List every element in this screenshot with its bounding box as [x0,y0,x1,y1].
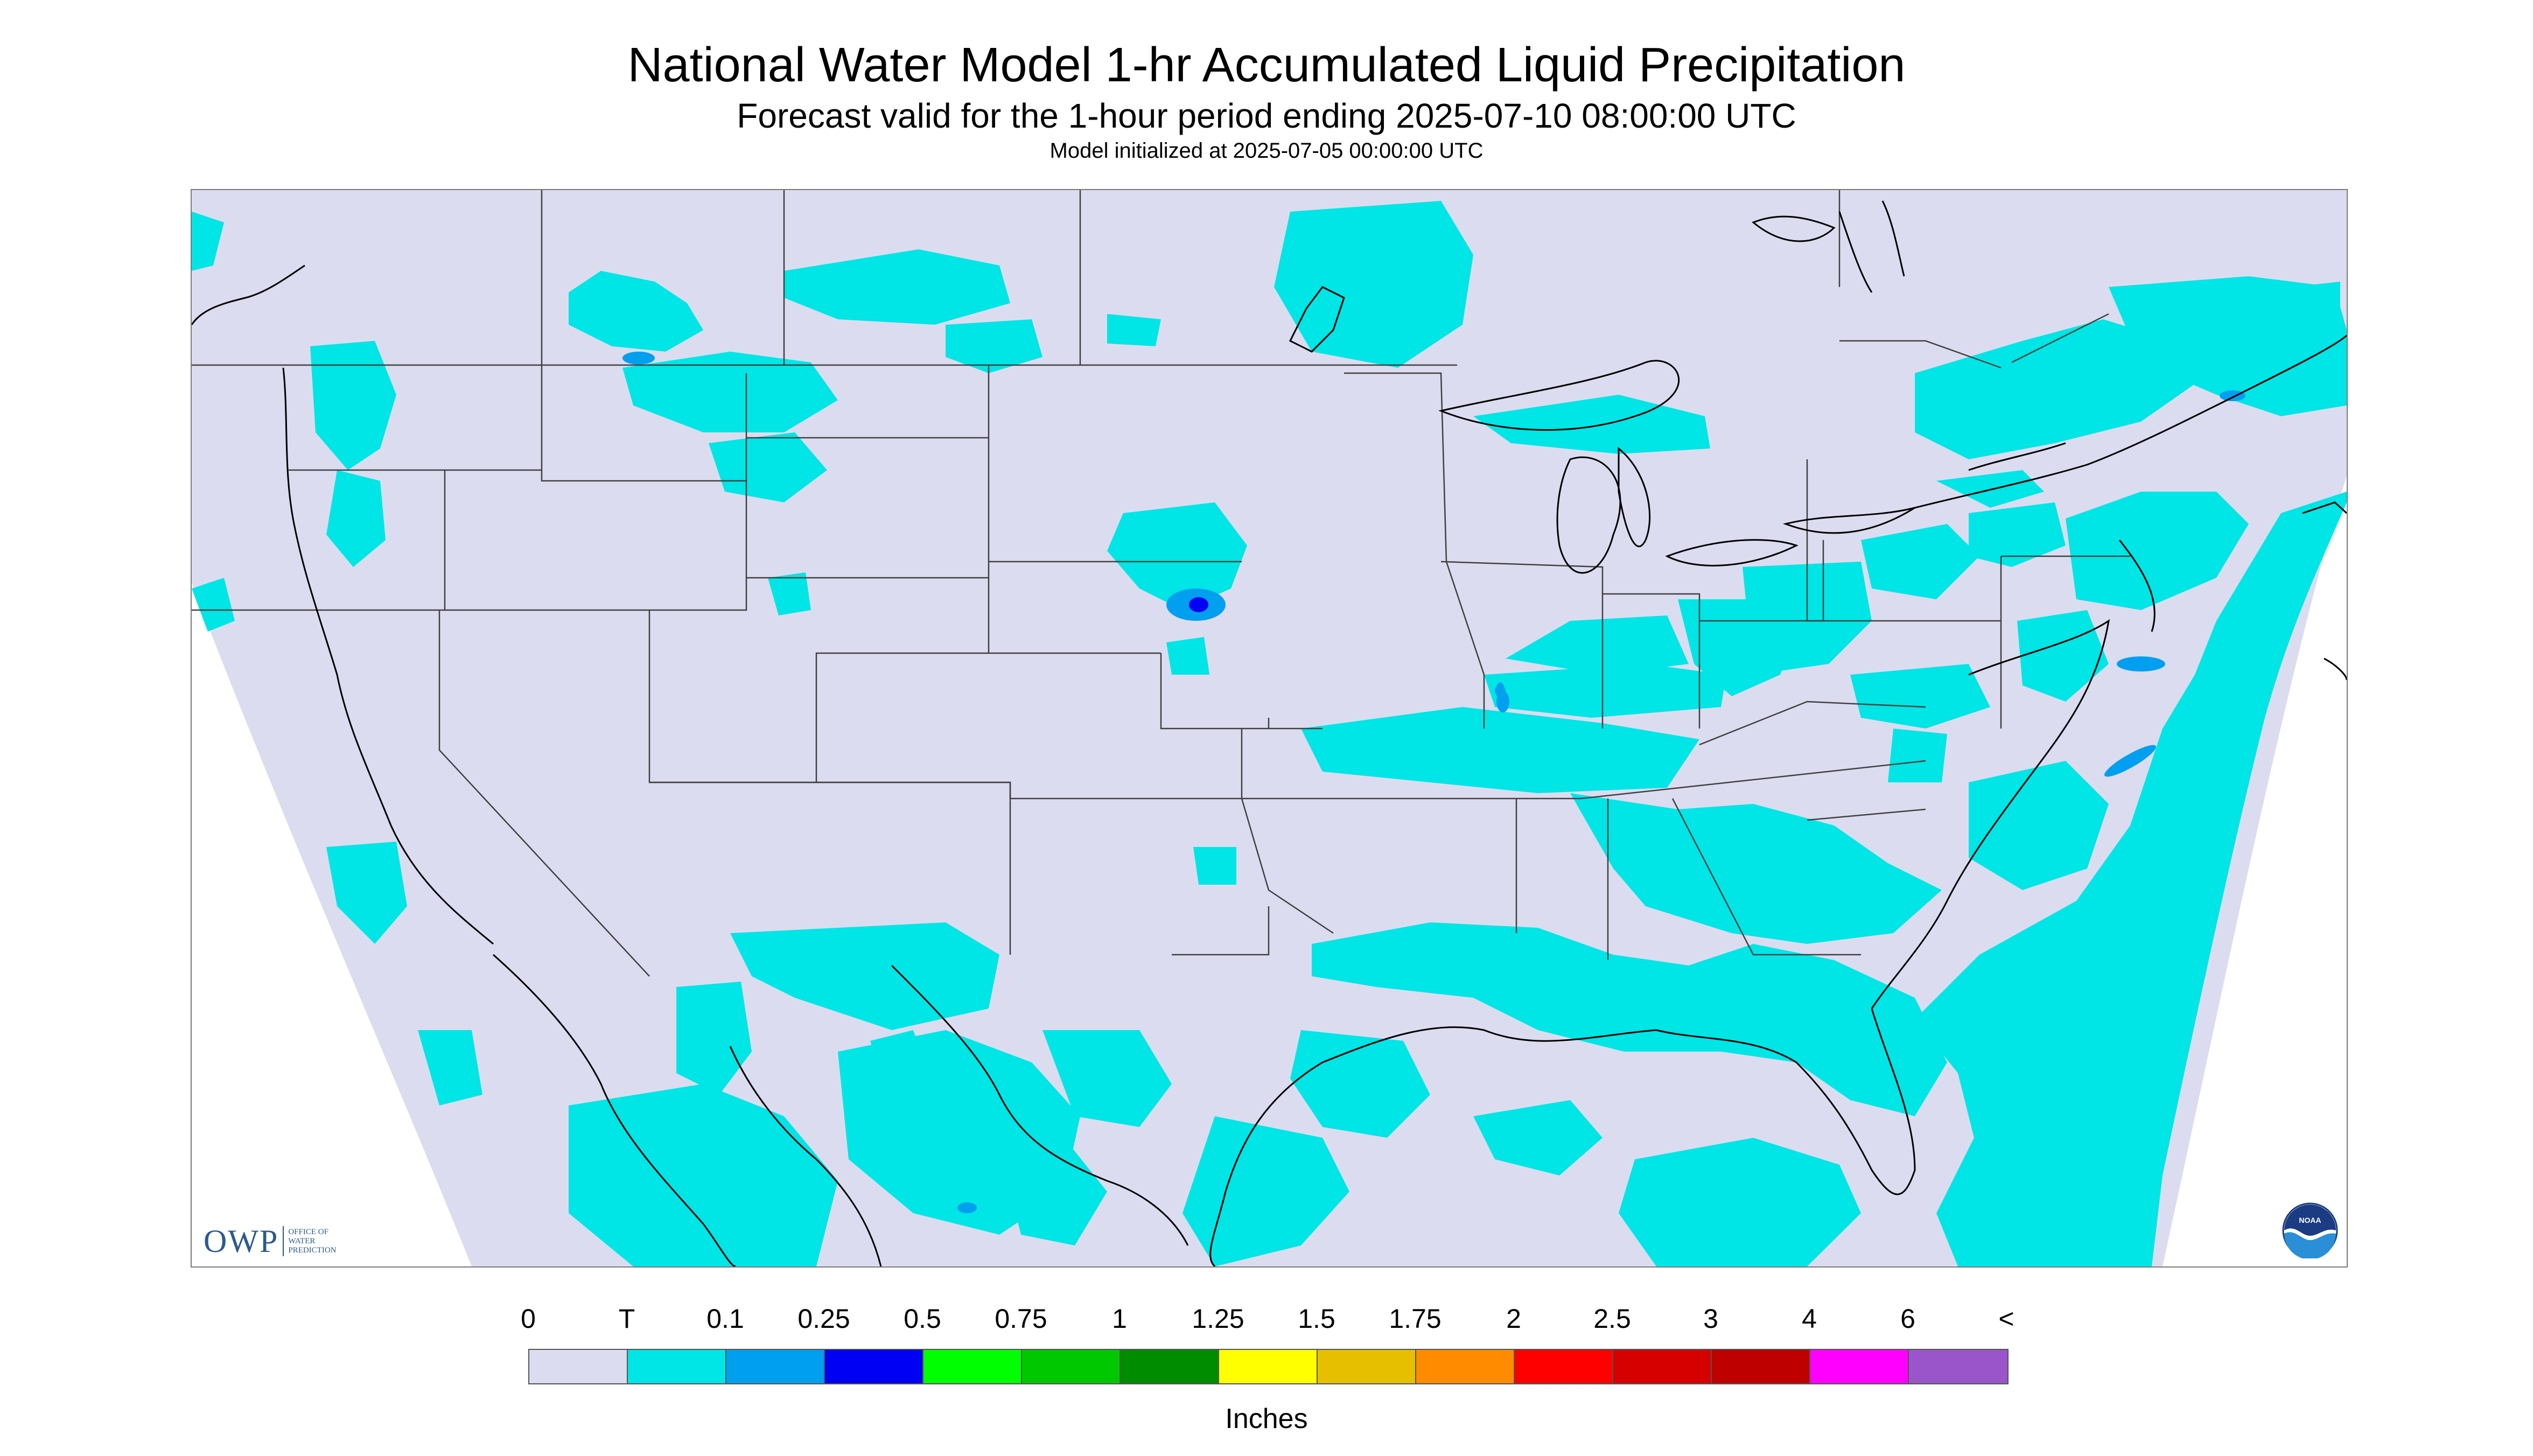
state-boundaries [192,190,2130,977]
legend-tick-label: < [1998,1304,2014,1334]
legend-tick-label: 1.75 [1389,1304,1442,1334]
legend-swatch [923,1350,1022,1383]
legend-units: Inches [1225,1403,1308,1434]
legend-swatch [1219,1350,1318,1383]
coastlines [192,200,2347,1266]
legend-swatch [1416,1350,1515,1383]
forecast-valid-subtitle: Forecast valid for the 1-hour period end… [737,96,1796,135]
precipitation-map: OWP OFFICE OF WATER PREDICTION NOAA [191,189,2348,1268]
legend-swatch [1515,1350,1613,1383]
owp-logo-subtext: OFFICE OF WATER PREDICTION [288,1227,337,1255]
map-canvas [192,190,2347,1266]
legend-tick-label: 0.1 [706,1304,744,1334]
owp-logo: OWP OFFICE OF WATER PREDICTION [204,1223,337,1259]
heavier-precip-cells [622,352,2245,1213]
legend-tick-label: T [618,1304,635,1334]
legend-swatch [628,1350,726,1383]
trace-precip-areas [192,201,2347,1266]
model-init-line: Model initialized at 2025-07-05 00:00:00… [1049,139,1484,163]
legend-tick-label: 2.5 [1593,1304,1631,1334]
legend-swatch [1022,1350,1121,1383]
legend-tick-label: 0 [521,1304,536,1334]
legend-tick-label: 0.25 [797,1304,850,1334]
legend-swatch [1909,1350,2007,1383]
legend-swatch [726,1350,825,1383]
legend-swatch [1810,1350,1909,1383]
legend-tick-label: 3 [1703,1304,1718,1334]
legend-tick-label: 1.25 [1192,1304,1244,1334]
legend-tick-label: 6 [1900,1304,1915,1334]
legend-tick-label: 1 [1112,1304,1127,1334]
legend-swatch [1613,1350,1712,1383]
legend-colorbar [528,1349,2009,1384]
legend-tick-label: 0.5 [904,1304,941,1334]
legend-tick-label: 2 [1506,1304,1521,1334]
legend-swatch [1712,1350,1810,1383]
legend-swatch [1121,1350,1219,1383]
legend-swatch [529,1350,628,1383]
noaa-logo: NOAA [2282,1202,2338,1258]
noaa-logo-text: NOAA [2299,1216,2321,1224]
legend-swatch [1318,1350,1416,1383]
legend-tick-label: 1.5 [1298,1304,1335,1334]
map-title: National Water Model 1-hr Accumulated Li… [627,38,1906,92]
owp-logo-text: OWP [204,1223,279,1259]
legend-tick-label: 0.75 [995,1304,1047,1334]
legend-tick-label: 4 [1802,1304,1817,1334]
legend-swatch [825,1350,923,1383]
